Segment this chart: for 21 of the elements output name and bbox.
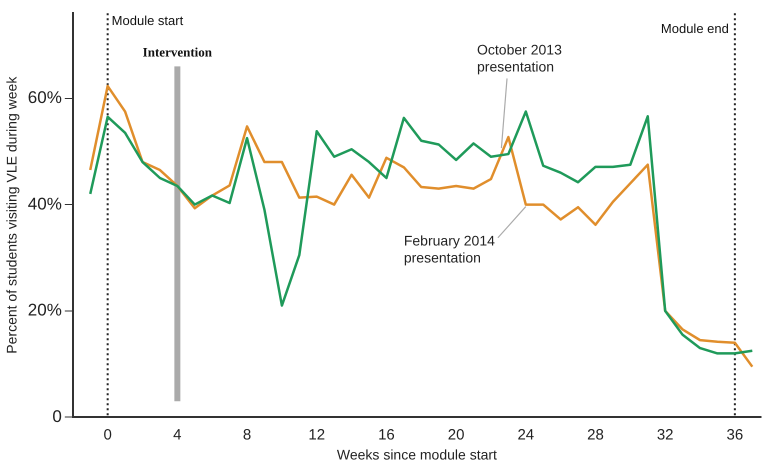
y-axis-title: Percent of students visiting VLE during week [3,76,20,354]
y-tick-label: 40% [28,194,62,214]
x-tick-label: 32 [656,426,674,444]
x-axis-title: Weeks since module start [336,446,498,462]
ref-line-label: Module start [112,12,184,28]
y-tick-label: 60% [28,88,62,107]
text: October 2013 presentation [477,41,562,74]
x-tick-label: 12 [308,426,326,444]
text: February 2014 presentation [404,232,496,266]
y-tick-label: 20% [28,300,62,320]
x-tick-label: 8 [242,426,252,444]
x-tick-label: 20 [448,426,464,444]
x-tick-label: 0 [103,426,112,444]
x-tick-label: 24 [517,426,534,444]
x-tick-label: 4 [173,426,182,444]
ref-line-label: Module end [660,20,729,36]
x-tick-label: 16 [378,426,395,444]
y-tick-label: 0 [52,406,62,426]
x-tick-label: 28 [587,426,604,444]
ref-line-label: Intervention [142,44,213,60]
x-tick-label: 36 [726,426,744,444]
